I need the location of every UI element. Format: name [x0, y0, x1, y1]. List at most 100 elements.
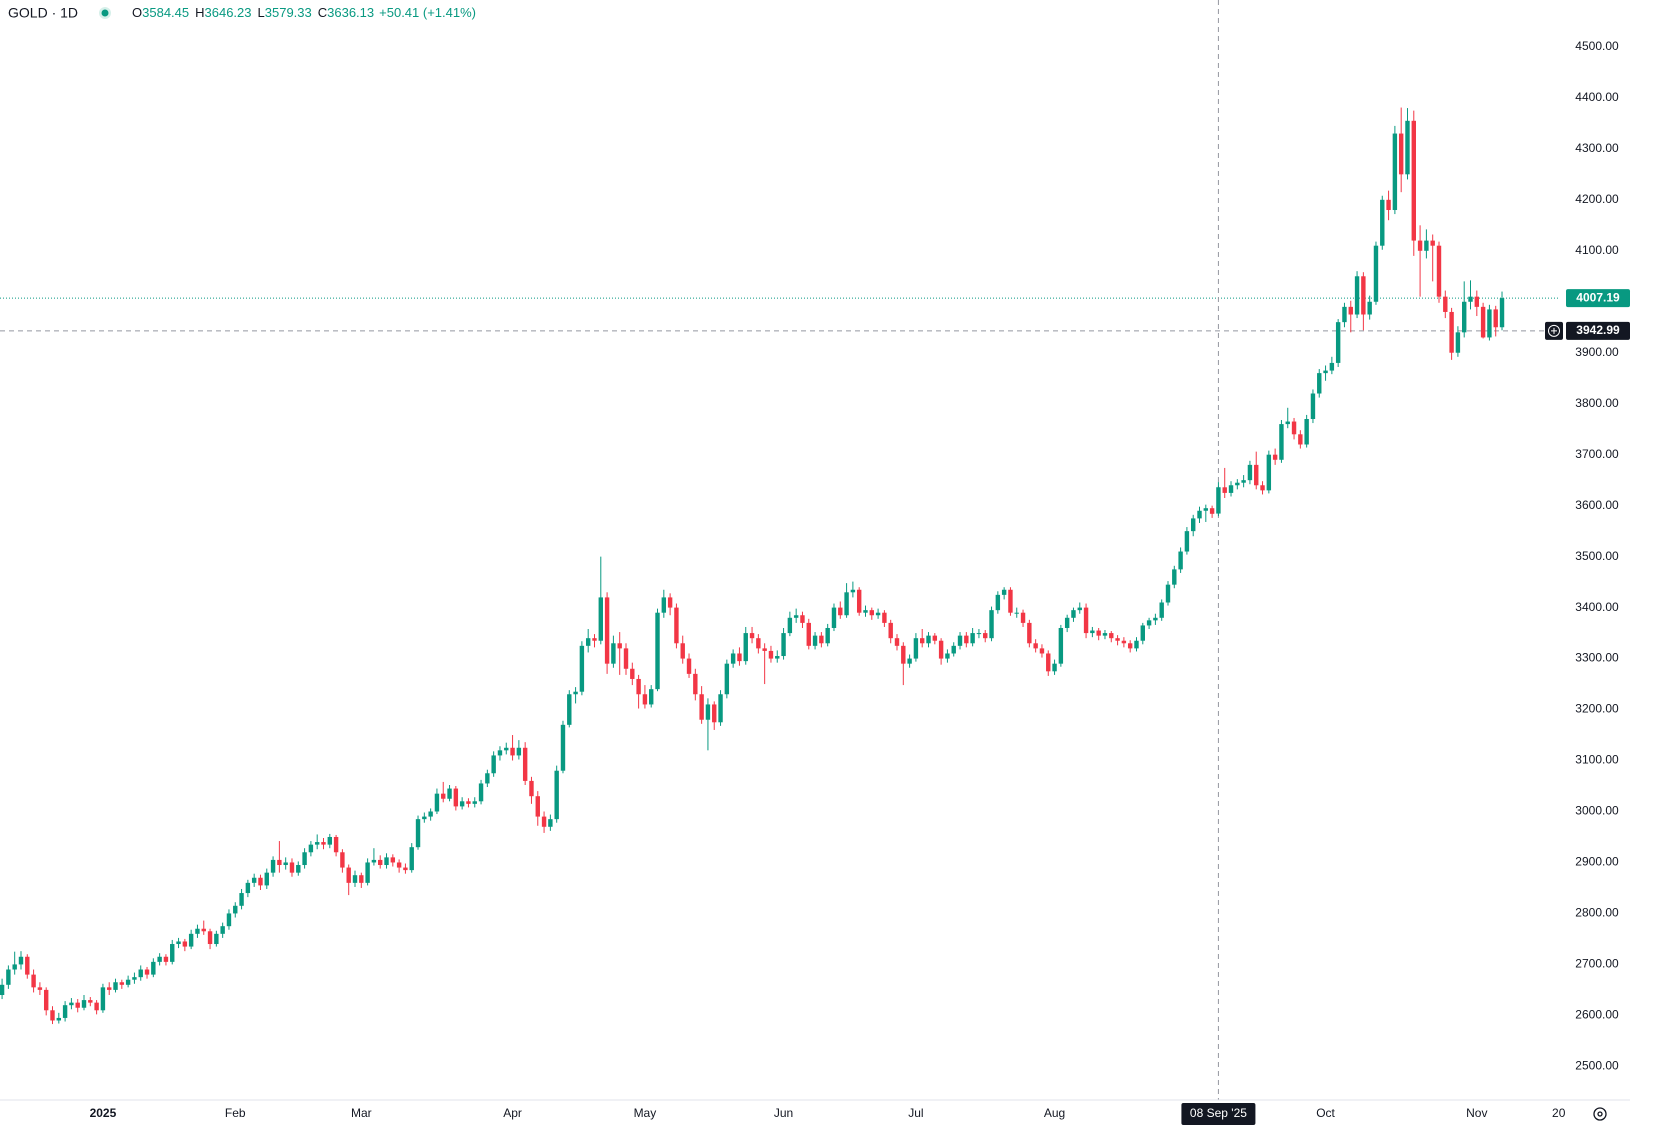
candle-body: [195, 928, 200, 934]
settings-icon[interactable]: [1593, 1107, 1607, 1121]
candle-body: [1424, 240, 1429, 251]
candle-body: [371, 859, 377, 863]
candle-body: [1348, 306, 1353, 315]
legend-key: C: [318, 5, 327, 20]
candle-body: [825, 627, 830, 644]
candle-body: [1046, 653, 1051, 672]
candle-body: [459, 801, 465, 807]
candle-body: [1209, 508, 1215, 514]
y-tick-label: 2500.00: [1575, 1059, 1619, 1073]
candle-body: [1380, 199, 1385, 246]
legend-value: 3636.13: [327, 5, 374, 20]
candle-body: [1127, 643, 1133, 649]
candle-body: [995, 594, 1001, 611]
candle-body: [1001, 589, 1007, 595]
candle-body: [1033, 643, 1038, 649]
x-tick-label: Mar: [351, 1106, 372, 1120]
candle-body: [989, 610, 994, 639]
candle-body: [1228, 485, 1234, 493]
candle-body: [1014, 612, 1019, 614]
candle-body: [1178, 551, 1183, 570]
candle-body: [667, 597, 673, 608]
y-tick-label: 3000.00: [1575, 804, 1619, 818]
add-alert-plus: [1551, 327, 1557, 334]
candle-body: [390, 857, 396, 863]
candle-body: [1052, 663, 1057, 672]
crosshair-date-box: [1181, 1103, 1256, 1125]
candle-body: [1310, 393, 1316, 419]
candle-body: [926, 635, 931, 644]
candle-body: [12, 964, 17, 970]
candle-body: [125, 979, 131, 985]
candle-body: [1398, 133, 1404, 175]
candle-body: [453, 788, 459, 807]
candle-body: [1090, 630, 1095, 634]
candle-body: [724, 663, 730, 695]
candle-body: [712, 704, 717, 723]
candle-body: [1153, 617, 1158, 621]
candle-body: [144, 969, 150, 975]
candle-body: [579, 645, 585, 692]
y-tick-label: 3800.00: [1575, 396, 1619, 410]
candle-body: [850, 589, 856, 593]
candle-body: [888, 622, 893, 639]
y-tick-label: 3600.00: [1575, 498, 1619, 512]
candle-body: [585, 638, 591, 646]
candle-body: [346, 867, 351, 883]
x-tick-label: May: [634, 1106, 657, 1120]
candle-body: [938, 640, 944, 659]
candle-body: [1266, 454, 1272, 491]
candle-body: [1449, 311, 1454, 353]
candle-body: [491, 755, 496, 774]
candle-body: [239, 893, 244, 906]
ohlc-legend: O3584.45 H3646.23 L3579.33 C3636.13 +50.41 (…: [132, 5, 476, 20]
candle-body: [1493, 309, 1498, 328]
y-tick-label: 4500.00: [1575, 39, 1619, 53]
candle-body: [787, 617, 793, 634]
candle-body: [1008, 589, 1013, 613]
candle-body: [705, 704, 711, 720]
candle-body: [642, 694, 648, 705]
candle-body: [1134, 640, 1139, 649]
settings-ring[interactable]: [1593, 1107, 1607, 1121]
candle-body: [819, 635, 824, 644]
candle-body: [37, 987, 43, 990]
y-tick-label: 2700.00: [1575, 957, 1619, 971]
symbol-title: GOLD · 1D: [8, 5, 78, 21]
candle-body: [737, 653, 742, 662]
candle-body: [1203, 508, 1209, 511]
candle-body: [1436, 245, 1442, 297]
plot-area: [0, 0, 1560, 1100]
last-price-box: [1566, 289, 1630, 308]
candle-body: [157, 956, 162, 962]
y-tick-label: 3100.00: [1575, 753, 1619, 767]
candle-body: [743, 633, 748, 662]
candle-body: [359, 875, 364, 883]
candle-body: [188, 933, 194, 947]
candle-body: [422, 816, 427, 820]
candle-body: [182, 941, 188, 947]
candle-body: [875, 612, 881, 616]
candle-body: [163, 956, 169, 962]
candle-body: [1272, 454, 1278, 460]
candle-body: [800, 615, 805, 623]
candle-body: [75, 1002, 80, 1008]
candle-body: [964, 635, 969, 644]
candle-body: [856, 589, 862, 613]
settings-core[interactable]: [1597, 1111, 1603, 1117]
candle-body: [25, 956, 30, 975]
candle-body: [1323, 370, 1328, 374]
candle-body: [333, 836, 339, 853]
candle-body: [775, 656, 780, 659]
candle-body: [1499, 298, 1505, 328]
candle-body: [1455, 332, 1461, 353]
candle-body: [1443, 296, 1448, 312]
crosshair-date-label: 08 Sep '25: [1190, 1106, 1247, 1120]
candle-body: [604, 597, 610, 664]
candle-body: [1172, 569, 1177, 585]
candle-body: [535, 796, 540, 817]
y-tick-label: 3200.00: [1575, 702, 1619, 716]
candle-body: [378, 859, 383, 866]
candle-body: [718, 694, 723, 723]
